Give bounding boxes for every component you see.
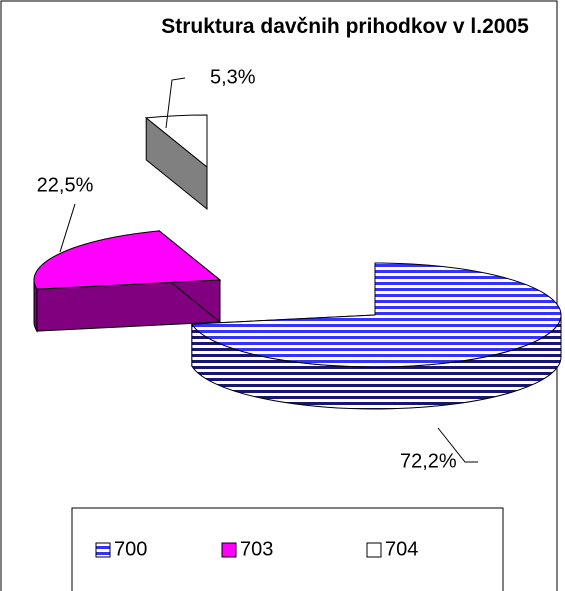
legend-label: 700 xyxy=(114,538,147,560)
slice-top xyxy=(190,262,562,368)
chart-title: Struktura davčnih prihodkov v l.2005 xyxy=(161,15,529,38)
slice-top xyxy=(33,230,222,290)
data-label: 22,5% xyxy=(37,174,94,196)
data-label: 72,2% xyxy=(400,450,457,472)
legend-swatch xyxy=(221,542,237,558)
legend-swatch xyxy=(366,542,382,558)
legend-swatch xyxy=(95,542,111,558)
leader-line xyxy=(165,77,186,129)
legend-label: 703 xyxy=(240,538,273,560)
leader-line xyxy=(437,427,478,463)
leader-line xyxy=(59,203,76,253)
data-label: 5,3% xyxy=(210,66,256,88)
slice xyxy=(190,262,562,410)
legend-label: 704 xyxy=(385,538,418,560)
slice-top xyxy=(144,114,208,169)
slice xyxy=(144,114,208,211)
slice xyxy=(33,229,222,333)
legend-box xyxy=(71,507,504,591)
